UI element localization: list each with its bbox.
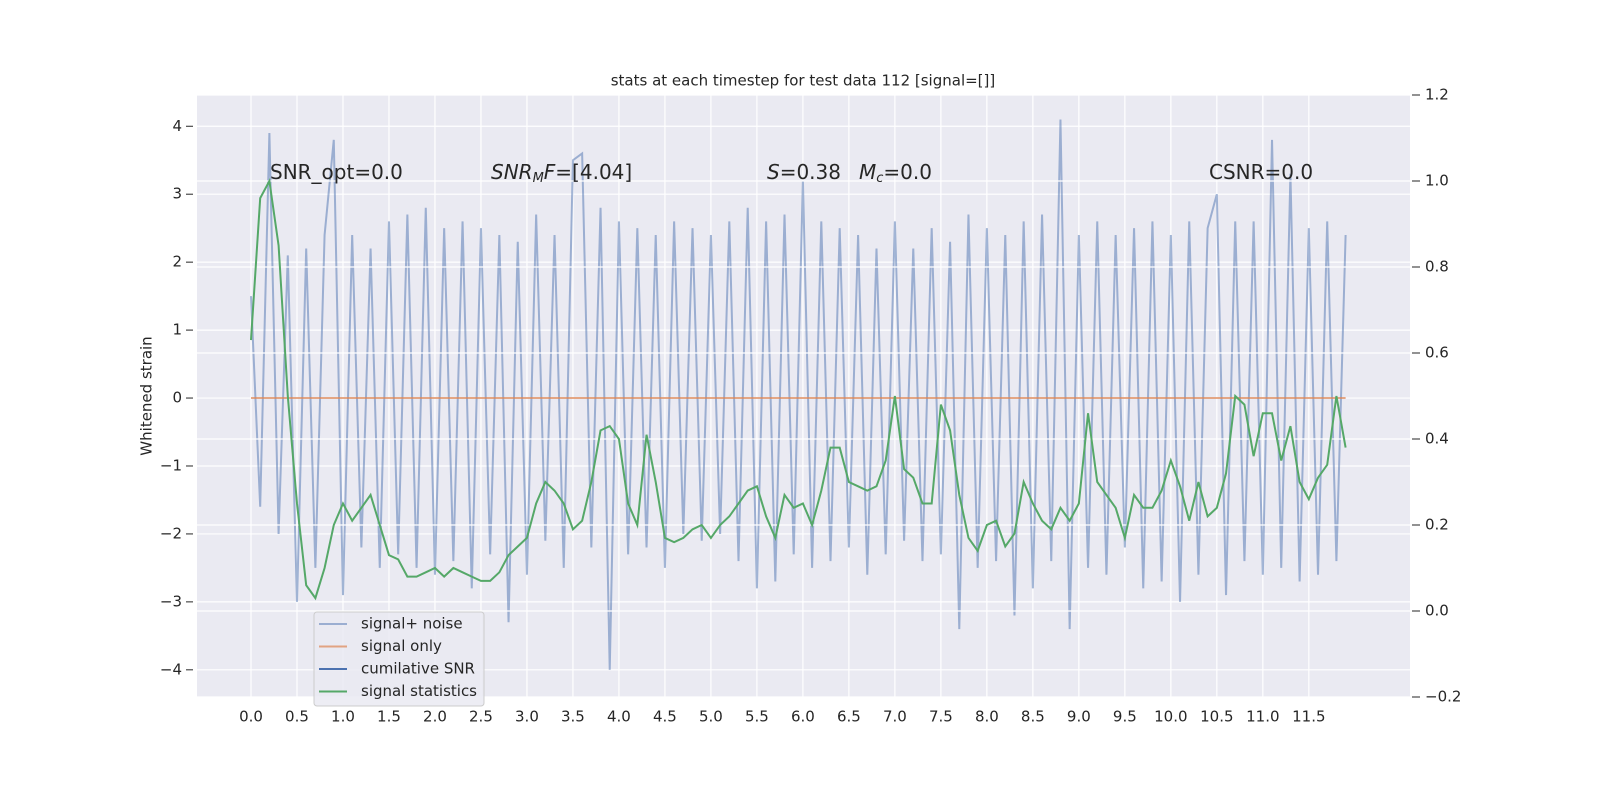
annotation-part: =0.0 [883,160,932,184]
annotation-part: SNR_opt=0.0 [270,160,403,184]
annotation-part: CSNR=0.0 [1209,160,1313,184]
x-tick-label: 8.5 [1021,708,1045,726]
legend-label: signal only [361,637,442,655]
y2-tick-label: 1.0 [1425,172,1449,190]
y2-tick-label: 0.2 [1425,516,1449,534]
y-tick-label: −1 [160,456,182,474]
series-line [249,177,1347,601]
x-tick-label: 0.5 [285,708,309,726]
annotation-part: M [533,171,544,186]
annotation-part: SNR [491,160,533,184]
annotation-part: =0.38 [780,160,841,184]
annotation-part: =[4.04] [555,160,632,184]
x-tick-label: 11.5 [1292,708,1325,726]
y-tick-label: 2 [172,253,182,271]
x-tick-label: 5.5 [745,708,769,726]
x-tick-label: 9.5 [1113,708,1137,726]
legend-label: signal statistics [361,682,477,700]
y2-tick-label: −0.2 [1425,688,1461,706]
legend-label: signal+ noise [361,615,463,633]
x-tick-label: 7.0 [883,708,907,726]
x-tick-label: 3.5 [561,708,585,726]
x-tick-label: 4.0 [607,708,631,726]
legend-box [313,611,485,707]
chart-title: stats at each timestep for test data 112… [611,72,996,90]
y2-tick-label: 0.0 [1425,602,1449,620]
legend-label: cumilative SNR [361,660,475,678]
annotation-part: M [859,160,876,184]
annotation: Mc=0.0 [859,160,932,186]
x-tick-label: 3.0 [515,708,539,726]
annotation: S=0.38 [767,160,841,184]
x-tick-label: 6.0 [791,708,815,726]
y-tick-label: 1 [172,321,182,339]
x-tick-label: 6.5 [837,708,861,726]
x-tick-label: 2.0 [423,708,447,726]
y2-tick-label: 0.8 [1425,258,1449,276]
x-tick-label: 9.0 [1067,708,1091,726]
annotation: SNRMF=[4.04] [491,160,632,186]
y-tick-label: 3 [172,185,182,203]
y-tick-label: −2 [160,524,182,542]
annotation-part: F [544,160,556,184]
x-tick-label: 7.5 [929,708,953,726]
x-tick-label: 1.5 [377,708,401,726]
x-tick-label: 0.0 [239,708,263,726]
y-tick-label: 0 [172,389,182,407]
y-tick-label: −4 [160,660,182,678]
x-tick-label: 8.0 [975,708,999,726]
y2-tick-label: 0.4 [1425,430,1449,448]
x-tick-label: 10.0 [1154,708,1187,726]
series-line [249,119,1347,670]
annotation: CSNR=0.0 [1209,160,1313,184]
annotation-part: S [767,160,780,184]
y-tick-label: −3 [160,592,182,610]
x-tick-label: 4.5 [653,708,677,726]
y2-tick-label: 1.2 [1425,86,1449,104]
x-tick-label: 10.5 [1200,708,1233,726]
x-tick-label: 1.0 [331,708,355,726]
x-tick-label: 11.0 [1246,708,1279,726]
x-tick-label: 5.0 [699,708,723,726]
annotation: SNR_opt=0.0 [270,160,403,184]
y-tick-label: 4 [172,117,182,135]
x-tick-label: 2.5 [469,708,493,726]
y2-tick-label: 0.6 [1425,344,1449,362]
annotation-part: c [876,171,883,186]
y-axis-label: Whitened strain [138,336,156,455]
